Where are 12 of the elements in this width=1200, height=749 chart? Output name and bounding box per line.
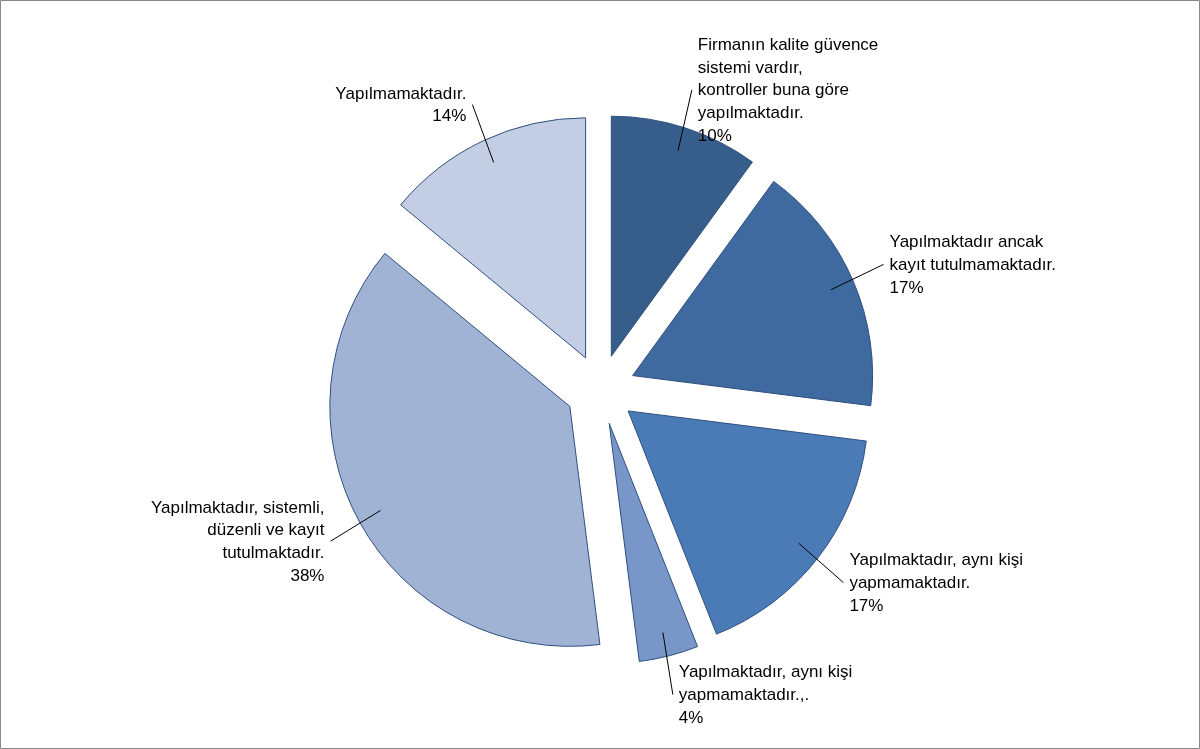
data-label: 17% [849,595,884,615]
slice-label: Yapılmaktadır, aynı kişi yapmamaktadır. [849,550,1023,593]
data-label: 4% [678,707,704,727]
slice-label: Yapılmaktadır ancak kayıt tutulmamaktadır. [889,232,1056,274]
data-label: 10% [697,126,732,146]
slice-label: Yapılmaktadır, sistemli, düzenli ve kayıt tutulmaktadır. [150,497,325,563]
data-label: 17% [889,277,924,297]
data-label: 14% [432,106,467,126]
slice-label: Yapılmaktadır, aynı kişi yapmamaktadır.,. [678,662,853,705]
slice-label: Yapılmamaktadır. [335,83,467,103]
data-label: 38% [290,565,325,585]
slice-label: Firmanın kalite güvence sistemi vardır, kontroller buna göre yapılmaktadır. [697,34,879,123]
